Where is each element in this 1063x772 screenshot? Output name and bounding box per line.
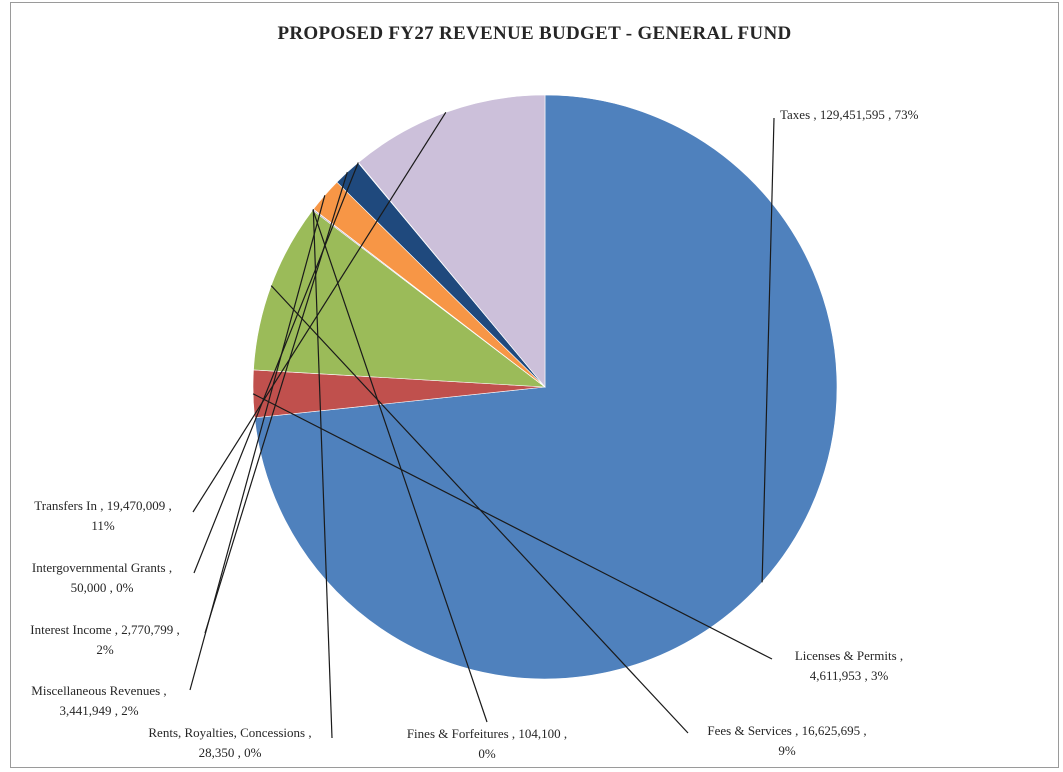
data-label-intergovernmental-grants: Intergovernmental Grants , 50,000 , 0%: [32, 560, 172, 595]
data-label-transfers-in: Transfers In , 19,470,009 , 11%: [34, 498, 171, 533]
leader-line: [252, 393, 773, 660]
leader-line: [312, 209, 488, 723]
data-label-fees-services: Fees & Services , 16,625,695 , 9%: [707, 723, 866, 758]
leader-line: [193, 162, 359, 574]
data-label-licenses-permits: Licenses & Permits , 4,611,953 , 3%: [795, 648, 903, 683]
data-label-fines-forfeitures: Fines & Forfeitures , 104,100 , 0%: [407, 726, 567, 761]
data-label-interest-income: Interest Income , 2,770,799 , 2%: [30, 622, 179, 657]
chart-title: PROPOSED FY27 REVENUE BUDGET - GENERAL F…: [277, 23, 792, 44]
leader-line: [761, 117, 775, 583]
data-label-rents-royalties-concessions: Rents, Royalties, Concessions , 28,350 , …: [148, 725, 311, 760]
leader-line: [192, 111, 447, 513]
leader-line: [270, 285, 689, 734]
data-label-taxes: Taxes , 129,451,595 , 73%: [780, 107, 919, 122]
leader-line: [312, 209, 333, 739]
data-label-miscellaneous-revenues: Miscellaneous Revenues , 3,441,949 , 2%: [31, 683, 166, 718]
